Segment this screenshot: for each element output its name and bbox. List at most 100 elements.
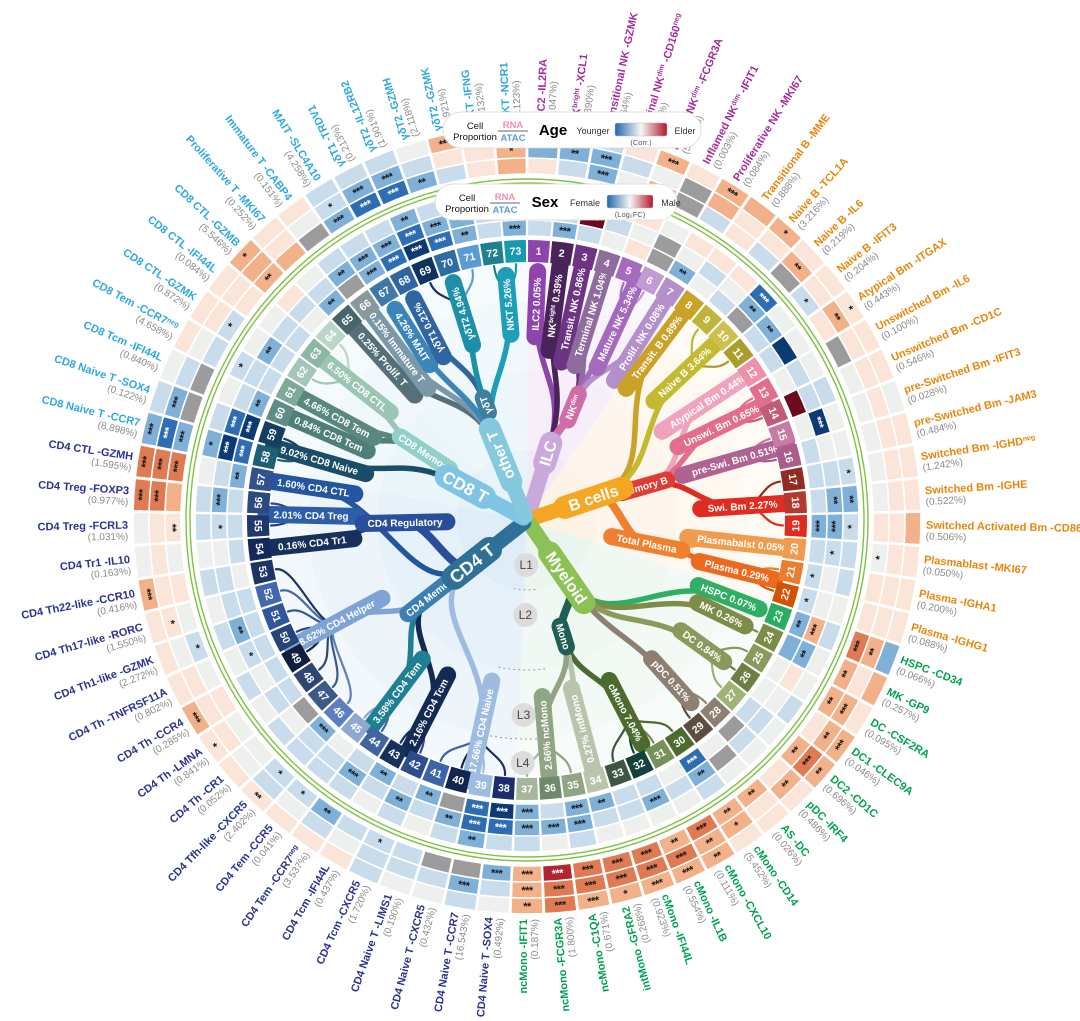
- heat-cell: [887, 480, 905, 511]
- significance-stars: *: [840, 469, 853, 476]
- branch-capsule: [605, 285, 678, 389]
- branch-label: 2.01% CD4 Treg: [257, 505, 365, 525]
- significance-stars: ***: [521, 869, 534, 881]
- heat-cell: [203, 300, 232, 333]
- leaf-label: CD4 Treg -FOXP3: [38, 479, 130, 497]
- heat-cell: [229, 351, 255, 381]
- heat-cell: [180, 392, 203, 423]
- significance-stars: ***: [494, 822, 508, 835]
- heat-cell: [218, 376, 242, 406]
- heat-cell: [825, 729, 855, 763]
- heat-cell: [307, 277, 335, 305]
- heat-cell: [380, 248, 408, 272]
- branch-capsule: [562, 679, 602, 778]
- leaf-number: 2: [558, 247, 565, 260]
- leaf-node: [782, 537, 807, 561]
- heat-cell: [195, 485, 212, 512]
- leaf-number: 14: [766, 406, 782, 422]
- leaf-node: [572, 244, 598, 271]
- heat-cell: [825, 336, 852, 368]
- heat-cell: [358, 260, 386, 285]
- heat-cell: [403, 238, 430, 261]
- legend-scale-right: Elder: [674, 126, 695, 136]
- significance-stars: ***: [177, 429, 192, 444]
- significance-stars: *: [207, 741, 220, 752]
- leaf-label-group: ncMono -C1QA(0.671%): [586, 911, 616, 993]
- heat-cell: [604, 215, 633, 237]
- significance-stars: *: [273, 768, 285, 780]
- leaf-label-group: γδT2 -GZMH(2.118%): [381, 76, 422, 141]
- heat-cell: [236, 671, 262, 701]
- heat-cell: [384, 788, 413, 812]
- branch-label: NKT 5.26%: [497, 266, 520, 343]
- leaf-node: [369, 277, 399, 307]
- heat-cell: [264, 758, 295, 788]
- branch-capsule: [264, 438, 375, 483]
- heat-cell: [275, 241, 306, 272]
- heat-cell: [699, 732, 727, 759]
- branch-capsule: [603, 528, 691, 559]
- significance-stars: *: [375, 837, 385, 850]
- heat-cell: [853, 319, 881, 354]
- heat-cell: [635, 856, 669, 880]
- heat-cell: [197, 457, 216, 485]
- leaf-number: 34: [589, 773, 604, 788]
- heat-cell: [487, 818, 513, 835]
- leaf-label-group: Plasma -IGHA1(0.200%): [916, 588, 998, 618]
- heat-cell: [544, 895, 577, 913]
- heat-cell: [707, 192, 740, 221]
- heat-cell: [693, 828, 726, 856]
- heat-cell: [243, 327, 270, 357]
- leaf-number: 44: [366, 734, 383, 751]
- heat-cell: [250, 694, 278, 724]
- leaf-label: CD4 Naive T -SOX4: [475, 916, 496, 1018]
- heat-cell: [899, 445, 918, 478]
- heat-cell: [228, 616, 251, 645]
- heat-cell: [540, 802, 565, 819]
- heat-cell: [803, 275, 833, 307]
- leaf-number: 21: [784, 565, 798, 579]
- heat-cell: [755, 315, 783, 344]
- leaf-node: [561, 772, 586, 798]
- heat-cell: [617, 798, 645, 821]
- level-badge: [511, 702, 536, 727]
- heat-cell: [800, 711, 829, 743]
- leaf-percentage: (0.506%): [926, 532, 967, 544]
- heat-cell: [665, 843, 698, 869]
- significance-stars: *: [808, 572, 821, 579]
- heat-cell: [188, 327, 215, 361]
- leaf-label-group: CD4 Treg -FCRL3(1.031%): [37, 520, 128, 544]
- leaf-node: [480, 241, 504, 266]
- heat-cell: [696, 773, 726, 801]
- heat-cell: [170, 573, 190, 604]
- heat-cell: [264, 656, 289, 684]
- leaf-node: [252, 443, 279, 470]
- heat-cell: [733, 210, 766, 239]
- heat-cell: [886, 610, 909, 644]
- heat-cell: [421, 851, 452, 873]
- significance-stars: ***: [615, 871, 630, 886]
- heat-cell: [724, 223, 756, 252]
- leaf-number: 35: [566, 779, 580, 793]
- heat-cell: [622, 813, 651, 836]
- heat-cell: [497, 158, 526, 175]
- heat-cell: [227, 514, 243, 539]
- legend-pill-bg: [434, 183, 678, 221]
- heat-cell: [742, 196, 776, 227]
- leaf-label-group: CD4 Tr1 -IL10(0.163%): [59, 554, 131, 581]
- heat-cell: [712, 797, 744, 826]
- significance-stars: ***: [599, 153, 614, 167]
- leaf-node: [281, 643, 311, 673]
- legend-scale-left: Younger: [576, 126, 609, 136]
- green-separator-outer: [185, 178, 869, 862]
- heat-cell: [838, 457, 857, 485]
- heat-cell: [451, 859, 482, 879]
- heat-cell: [689, 274, 717, 300]
- heat-cell: [715, 178, 749, 208]
- heat-cell: [718, 715, 745, 742]
- heat-cell: [212, 720, 242, 753]
- heat-cell: [224, 408, 246, 436]
- heat-cell: [765, 656, 790, 684]
- heat-cell: [822, 460, 841, 487]
- heat-cell: [297, 726, 326, 754]
